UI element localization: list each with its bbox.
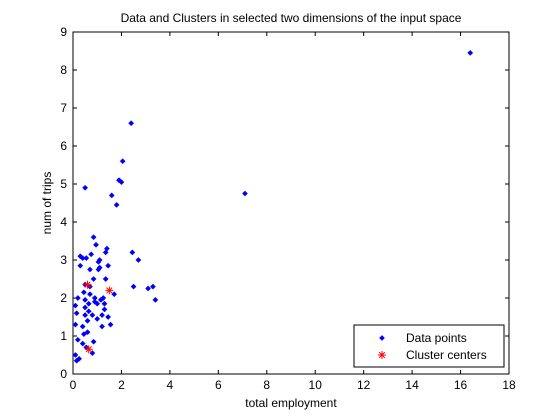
data-point [73,310,80,317]
data-point [101,306,108,313]
data-point [91,298,98,305]
data-point [99,312,106,319]
data-point [242,190,248,197]
data-point [84,317,91,324]
data-point [130,283,137,290]
y-tick-label: 1 [60,329,67,343]
y-tick-label: 3 [60,253,67,267]
data-point [85,300,92,307]
data-point [87,266,93,273]
data-point [105,262,112,269]
data-point [76,355,83,362]
x-tick-label: 18 [502,378,516,392]
data-layer [72,49,474,364]
data-point [103,245,110,252]
x-tick-label: 2 [118,378,125,392]
series-cluster-centers [83,280,114,354]
series-data-points [72,49,474,364]
data-point [77,262,84,269]
data-point [90,234,97,241]
x-tick-label: 10 [309,378,323,392]
y-tick-label: 7 [60,101,67,115]
data-point [111,291,118,298]
data-point [72,302,79,309]
data-point [84,329,91,336]
y-tick-label: 9 [60,25,67,39]
x-tick-label: 12 [357,378,371,392]
data-point [82,312,89,319]
y-tick-label: 2 [60,291,67,305]
legend-entry-label: Data points [406,331,467,345]
data-point [82,304,89,311]
data-point [145,285,152,292]
x-tick-label: 8 [263,378,270,392]
legend-entry-label: Cluster centers [406,348,487,362]
data-point [79,323,86,330]
data-point [129,249,136,256]
data-point [101,300,108,307]
data-point [82,184,89,191]
x-tick-label: 16 [454,378,468,392]
plot-frame [72,31,510,375]
x-tick-label: 14 [405,378,419,392]
legend-box [353,324,505,368]
y-tick-label: 0 [60,367,67,381]
data-point [72,321,79,328]
data-point [467,49,474,56]
data-point [96,264,103,271]
data-point [77,253,84,260]
data-point [99,323,106,330]
data-point [102,276,109,282]
cluster-center [378,351,386,359]
data-point [379,335,385,341]
cluster-center [105,286,114,295]
data-point [100,295,107,301]
data-point [94,315,101,322]
data-point [88,251,95,258]
data-point [108,192,115,199]
y-tick-label: 4 [60,215,67,229]
x-tick-label: 4 [167,378,174,392]
data-point [118,179,125,186]
data-point [149,283,156,290]
data-point [90,338,97,345]
cluster-center [83,280,92,289]
data-point [113,201,120,208]
y-tick-label: 8 [60,63,67,77]
cluster-center [84,345,93,354]
data-point [74,295,81,301]
data-point [107,321,114,328]
data-point [80,289,87,296]
data-point [105,314,112,320]
x-axis-title: total employment [245,396,337,410]
data-point [93,241,99,248]
data-point [82,296,89,303]
data-point [96,257,103,263]
data-point [83,255,90,262]
data-point [79,340,86,347]
data-point [85,308,92,315]
chart-title: Data and Clusters in selected two dimens… [121,11,462,25]
legend: Data points Cluster centers [353,324,505,368]
data-point [91,295,98,301]
data-point [128,120,135,127]
data-point [87,291,93,298]
data-point [74,336,81,343]
data-point [89,312,96,319]
data-point [94,300,101,307]
data-point [135,257,142,263]
x-tick-label: 0 [70,378,77,392]
y-axis-title: num of trips [40,172,54,235]
y-tick-label: 5 [60,177,67,191]
y-tick-label: 6 [60,139,67,153]
data-point [90,276,97,282]
x-tick-label: 6 [215,378,222,392]
data-point [119,158,126,165]
data-point [152,296,159,303]
data-point [72,352,79,358]
